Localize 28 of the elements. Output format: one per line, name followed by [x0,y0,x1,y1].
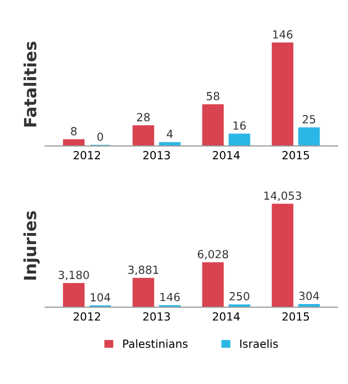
data-label: 0 [97,132,104,141]
data-label: 58 [206,92,220,100]
data-label: 304 [299,292,320,300]
data-label: 8 [70,126,77,136]
x-tick-label: 2014 [212,150,240,160]
data-label: 25 [302,115,316,124]
x-tick-label: 2012 [74,312,100,321]
x-tick-label: 2014 [212,312,240,321]
data-label: 14,053 [264,191,302,202]
data-label: 3,881 [128,266,158,276]
data-label: 28 [137,112,150,122]
legend-label: Palestinians [123,339,188,348]
x-tick-label: 2015 [282,312,309,321]
data-label: 16 [234,121,246,130]
data-label: 250 [230,292,250,300]
data-label: 104 [90,293,110,302]
x-tick-label: 2012 [74,150,100,160]
y-axis-title: Fatalities [24,42,36,127]
x-tick-label: 2013 [143,150,170,160]
data-label: 146 [160,292,180,302]
data-label: 3,180 [58,270,89,280]
data-label: 4 [166,130,173,138]
y-axis-title: Injuries [23,211,40,280]
legend-label: Israelis [240,339,278,348]
data-label: 146 [273,30,292,39]
data-label: 6,028 [198,250,228,260]
x-tick-label: 2015 [282,150,309,160]
x-tick-label: 2013 [143,312,170,321]
